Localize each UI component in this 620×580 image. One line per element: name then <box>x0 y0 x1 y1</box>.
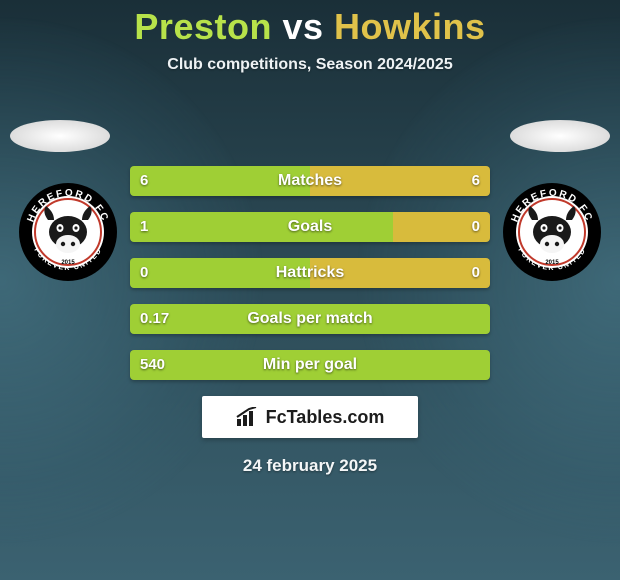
stat-row: 00Hattricks <box>130 258 490 288</box>
comparison-title: Preston vs Howkins <box>0 6 620 48</box>
competition-subtitle: Club competitions, Season 2024/2025 <box>0 56 620 74</box>
club-crest-right: HEREFORD FC FOREVER UNITED 2015 <box>502 182 602 282</box>
stat-row: 0.17Goals per match <box>130 304 490 334</box>
club-crest-left: HEREFORD FC FOREVER UNITED 2015 <box>18 182 118 282</box>
nationality-flag-right <box>510 120 610 152</box>
nationality-flag-left <box>10 120 110 152</box>
stat-label: Goals <box>130 212 490 242</box>
stat-row: 66Matches <box>130 166 490 196</box>
svg-text:2015: 2015 <box>61 260 75 266</box>
svg-text:FOREVER UNITED: FOREVER UNITED <box>32 247 103 272</box>
svg-text:2015: 2015 <box>545 260 559 266</box>
stat-label: Matches <box>130 166 490 196</box>
stat-label: Goals per match <box>130 304 490 334</box>
generated-date: 24 february 2025 <box>0 456 620 476</box>
stat-label: Hattricks <box>130 258 490 288</box>
brand-text: FcTables.com <box>266 407 385 428</box>
stat-row: 540Min per goal <box>130 350 490 380</box>
brand-chart-icon <box>236 407 260 427</box>
player2-name: Howkins <box>334 6 486 47</box>
brand-box: FcTables.com <box>202 396 418 438</box>
vs-text: vs <box>282 6 323 47</box>
svg-text:HEREFORD FC: HEREFORD FC <box>510 188 595 224</box>
stat-row: 10Goals <box>130 212 490 242</box>
svg-text:HEREFORD FC: HEREFORD FC <box>26 188 111 224</box>
stats-panel: 66Matches 10Goals 00Hattricks 0.17Goals per… <box>130 166 490 380</box>
stat-label: Min per goal <box>130 350 490 380</box>
svg-text:FOREVER UNITED: FOREVER UNITED <box>516 247 587 272</box>
player1-name: Preston <box>134 6 272 47</box>
